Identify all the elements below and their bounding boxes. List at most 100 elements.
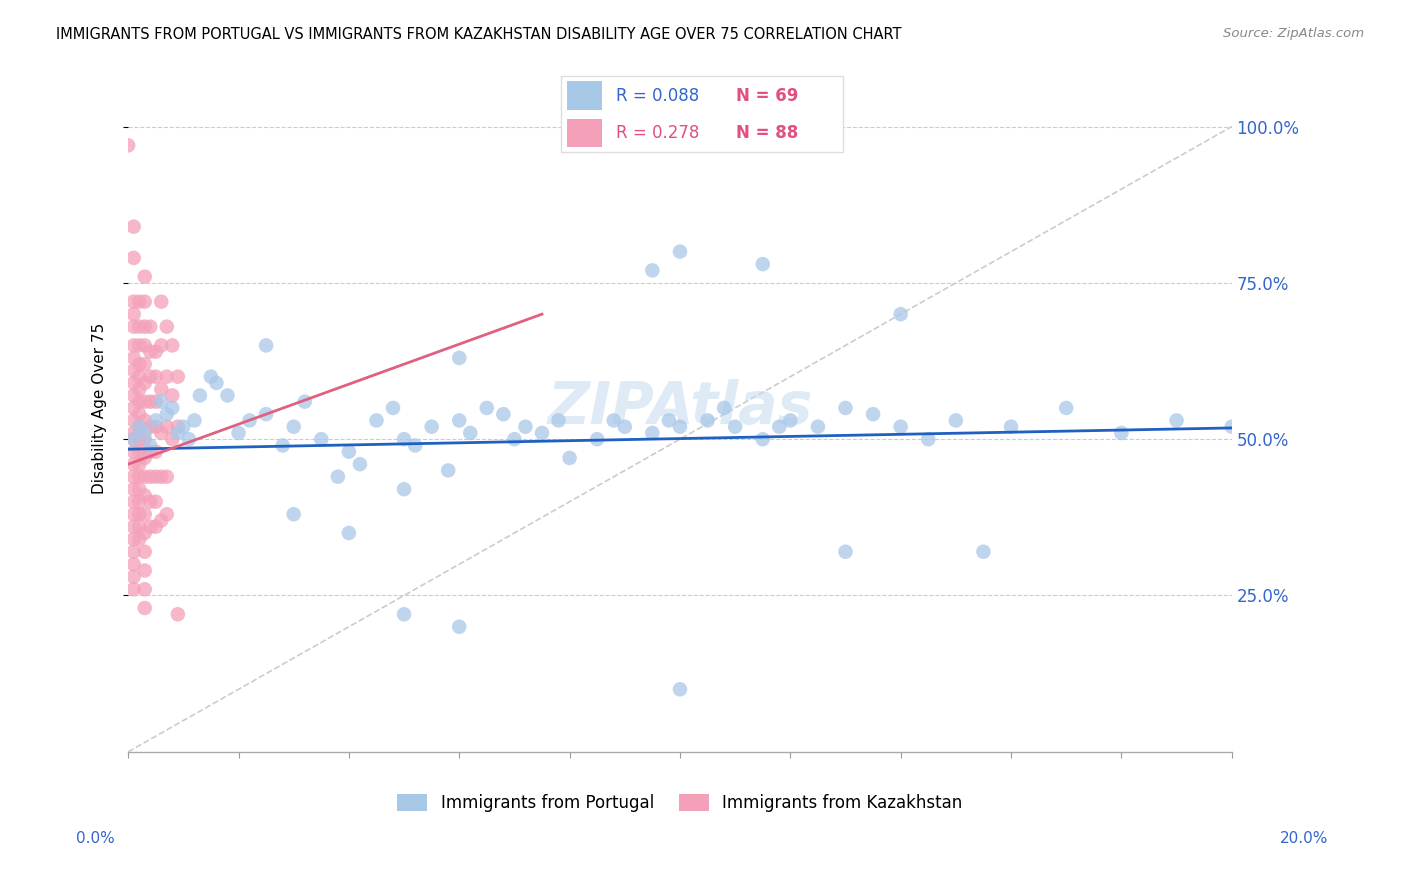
Point <box>134 376 156 390</box>
Legend: Immigrants from Portugal, Immigrants from Kazakhstan: Immigrants from Portugal, Immigrants fro… <box>391 788 969 819</box>
Point <box>139 444 162 458</box>
Point <box>283 507 305 521</box>
Point <box>150 425 173 440</box>
Point <box>162 432 184 446</box>
Point <box>972 545 994 559</box>
Point <box>145 413 167 427</box>
Point <box>128 432 150 446</box>
Point <box>1054 401 1077 415</box>
Point <box>139 344 162 359</box>
Point <box>862 407 884 421</box>
Point <box>382 401 405 415</box>
Point <box>128 444 150 458</box>
Point <box>139 469 162 483</box>
Point <box>156 407 179 421</box>
Point <box>139 319 162 334</box>
Point <box>122 363 145 377</box>
Point <box>134 488 156 502</box>
Point <box>217 388 239 402</box>
Point <box>1111 425 1133 440</box>
Point <box>134 507 156 521</box>
Point <box>669 682 692 697</box>
Point <box>751 432 773 446</box>
Point <box>162 388 184 402</box>
Point <box>139 438 162 452</box>
Point <box>128 519 150 533</box>
Point <box>641 425 664 440</box>
Point <box>122 319 145 334</box>
Point <box>122 413 145 427</box>
Point <box>768 419 790 434</box>
Point <box>128 357 150 371</box>
Point <box>145 469 167 483</box>
Point <box>713 401 735 415</box>
Point <box>834 545 856 559</box>
Point <box>122 507 145 521</box>
Point <box>724 419 747 434</box>
Point <box>134 294 156 309</box>
Point <box>392 607 415 622</box>
Point <box>254 407 277 421</box>
Point <box>134 357 156 371</box>
Point <box>156 469 179 483</box>
Point <box>530 425 553 440</box>
Point <box>122 219 145 234</box>
Point <box>294 394 316 409</box>
Point <box>404 438 426 452</box>
Point <box>177 432 200 446</box>
Point <box>150 513 173 527</box>
Point <box>669 244 692 259</box>
Point <box>156 419 179 434</box>
Point <box>134 319 156 334</box>
Point <box>139 494 162 508</box>
Point <box>134 394 156 409</box>
Point <box>122 432 145 446</box>
Point <box>205 376 228 390</box>
Point <box>669 419 692 434</box>
Point <box>134 545 156 559</box>
Point <box>945 413 967 427</box>
Point <box>122 494 145 508</box>
Point <box>122 251 145 265</box>
Point <box>254 338 277 352</box>
Point <box>166 607 188 622</box>
Point <box>122 545 145 559</box>
Point <box>641 263 664 277</box>
Point <box>134 450 156 465</box>
Point <box>162 338 184 352</box>
Point <box>122 570 145 584</box>
Point <box>172 419 194 434</box>
Point <box>515 419 537 434</box>
Text: Source: ZipAtlas.com: Source: ZipAtlas.com <box>1223 27 1364 40</box>
Point <box>122 351 145 365</box>
Point <box>139 519 162 533</box>
Point <box>128 419 150 434</box>
Point <box>326 469 349 483</box>
Point <box>122 388 145 402</box>
Point <box>311 432 333 446</box>
Point <box>658 413 681 427</box>
Point <box>145 369 167 384</box>
Point <box>890 307 912 321</box>
Point <box>1220 419 1243 434</box>
Point <box>128 494 150 508</box>
Point <box>890 419 912 434</box>
Point <box>134 425 156 440</box>
Point <box>917 432 939 446</box>
Point <box>145 419 167 434</box>
Point <box>458 425 481 440</box>
Point <box>139 369 162 384</box>
Point <box>117 138 139 153</box>
Point <box>337 526 360 541</box>
Point <box>283 419 305 434</box>
Point <box>134 582 156 597</box>
Text: IMMIGRANTS FROM PORTUGAL VS IMMIGRANTS FROM KAZAKHSTAN DISABILITY AGE OVER 75 CO: IMMIGRANTS FROM PORTUGAL VS IMMIGRANTS F… <box>56 27 901 42</box>
Point <box>128 482 150 496</box>
Point <box>122 582 145 597</box>
Point <box>166 419 188 434</box>
Point <box>139 419 162 434</box>
Point <box>122 376 145 390</box>
Point <box>122 307 145 321</box>
Point <box>128 369 150 384</box>
Point <box>156 369 179 384</box>
